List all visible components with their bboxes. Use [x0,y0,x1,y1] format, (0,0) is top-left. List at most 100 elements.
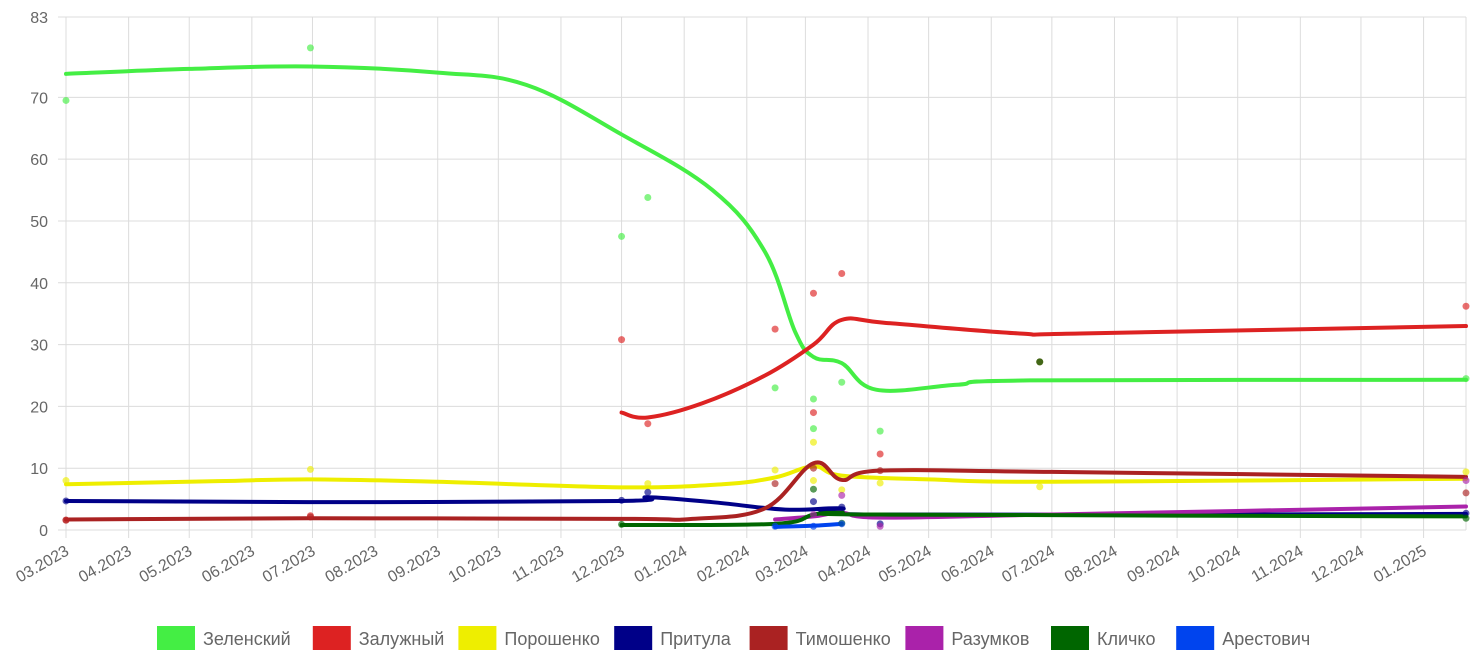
data-point[interactable] [876,467,884,475]
data-point[interactable] [1462,375,1470,383]
x-tick-label: 08.2024 [1062,543,1121,587]
data-point[interactable] [809,464,817,472]
data-point[interactable] [809,498,817,506]
data-point[interactable] [809,289,817,297]
data-point[interactable] [62,96,70,104]
data-point[interactable] [809,477,817,485]
data-point[interactable] [618,520,626,528]
legend-item[interactable]: Тимошенко [749,626,891,650]
x-tick-label: 01.2024 [632,543,691,587]
legend-item[interactable]: Зеленский [157,626,291,650]
data-point[interactable] [62,516,70,524]
data-point[interactable] [771,466,779,474]
legend-swatch [157,626,195,650]
series-line[interactable] [619,510,1468,528]
data-point[interactable] [809,485,817,493]
data-point[interactable] [1036,483,1044,491]
legend-item[interactable]: Залужный [312,626,445,650]
legend-swatch [1051,626,1089,650]
data-point[interactable] [809,425,817,433]
data-point[interactable] [1462,302,1470,310]
data-point[interactable] [809,511,817,519]
data-point[interactable] [838,491,846,499]
legend-label: Тимошенко [796,629,891,649]
data-point[interactable] [838,486,846,494]
x-tick-label: 07.2023 [260,543,319,587]
series-line[interactable] [64,464,1468,490]
legend-label: Залужный [359,629,445,649]
grid [58,16,1467,538]
data-point[interactable] [62,477,70,485]
series-line[interactable] [64,460,1468,522]
data-point[interactable] [618,336,626,344]
x-tick-label: 02.2024 [694,543,753,587]
data-point[interactable] [1462,514,1470,522]
x-tick-label: 07.2024 [999,543,1058,587]
legend-label: Порошенко [504,629,599,649]
y-tick-label: 60 [30,152,48,169]
x-tick-label: 04.2023 [76,543,135,587]
data-point[interactable] [618,496,626,504]
data-point[interactable] [838,520,846,528]
data-point[interactable] [809,395,817,403]
legend-item[interactable]: Разумков [905,626,1029,650]
x-tick-label: 09.2024 [1125,543,1184,587]
data-point[interactable] [618,232,626,240]
series-line[interactable] [619,316,1468,420]
data-point[interactable] [838,378,846,386]
data-point[interactable] [809,409,817,417]
data-point[interactable] [306,465,314,473]
legend-swatch [614,626,653,650]
data-point[interactable] [876,479,884,487]
data-point[interactable] [771,325,779,333]
data-point[interactable] [876,450,884,458]
data-point[interactable] [771,480,779,488]
x-tick-label: 08.2023 [322,543,381,587]
data-point[interactable] [838,503,846,511]
data-point[interactable] [644,480,652,488]
legend-label: Разумков [951,629,1029,649]
legend-item[interactable]: Порошенко [458,626,600,650]
data-point[interactable] [876,427,884,435]
data-point[interactable] [1462,509,1470,517]
data-point[interactable] [62,497,70,505]
x-tick-label: 06.2023 [199,543,258,587]
legend: Зеленский Залужный Порошенко Притула Тимошен… [157,626,1310,650]
x-tick-label: 04.2024 [815,543,874,587]
x-tick-label: 06.2024 [939,543,998,587]
legend-swatch [1176,626,1215,650]
legend-label: Арестович [1222,629,1310,649]
legend-item[interactable]: Арестович [1176,626,1310,650]
data-point[interactable] [809,438,817,446]
data-point[interactable] [306,44,314,52]
x-axis: 03.2023 04.2023 05.2023 06.2023 07.2023 08.20… [13,543,1429,587]
data-point[interactable] [1462,489,1470,497]
y-tick-label: 50 [30,214,48,231]
y-tick-label: 30 [30,338,48,355]
data-point[interactable] [644,193,652,201]
data-point[interactable] [644,420,652,428]
legend-swatch [749,626,788,650]
series-line[interactable] [64,64,1468,393]
data-point[interactable] [644,488,652,496]
data-point[interactable] [1462,468,1470,476]
data-point[interactable] [771,384,779,392]
y-tick-label: 10 [30,461,48,478]
data-point[interactable] [838,270,846,277]
data-point[interactable] [1462,477,1470,485]
x-tick-label: 10.2024 [1185,543,1244,587]
x-tick-label: 01.2025 [1371,543,1430,587]
data-point[interactable] [876,522,884,530]
x-tick-label: 11.2024 [1249,543,1307,586]
data-point[interactable] [306,513,314,521]
legend-label: Кличко [1097,629,1156,649]
x-tick-label: 12.2023 [569,543,628,587]
data-point[interactable] [809,522,817,530]
y-tick-label: 83 [30,10,48,27]
x-tick-label: 03.2023 [13,543,72,587]
legend-item[interactable]: Притула [614,626,732,650]
data-point[interactable] [1036,358,1044,366]
data-point[interactable] [771,522,779,530]
legend-item[interactable]: Кличко [1051,626,1156,650]
